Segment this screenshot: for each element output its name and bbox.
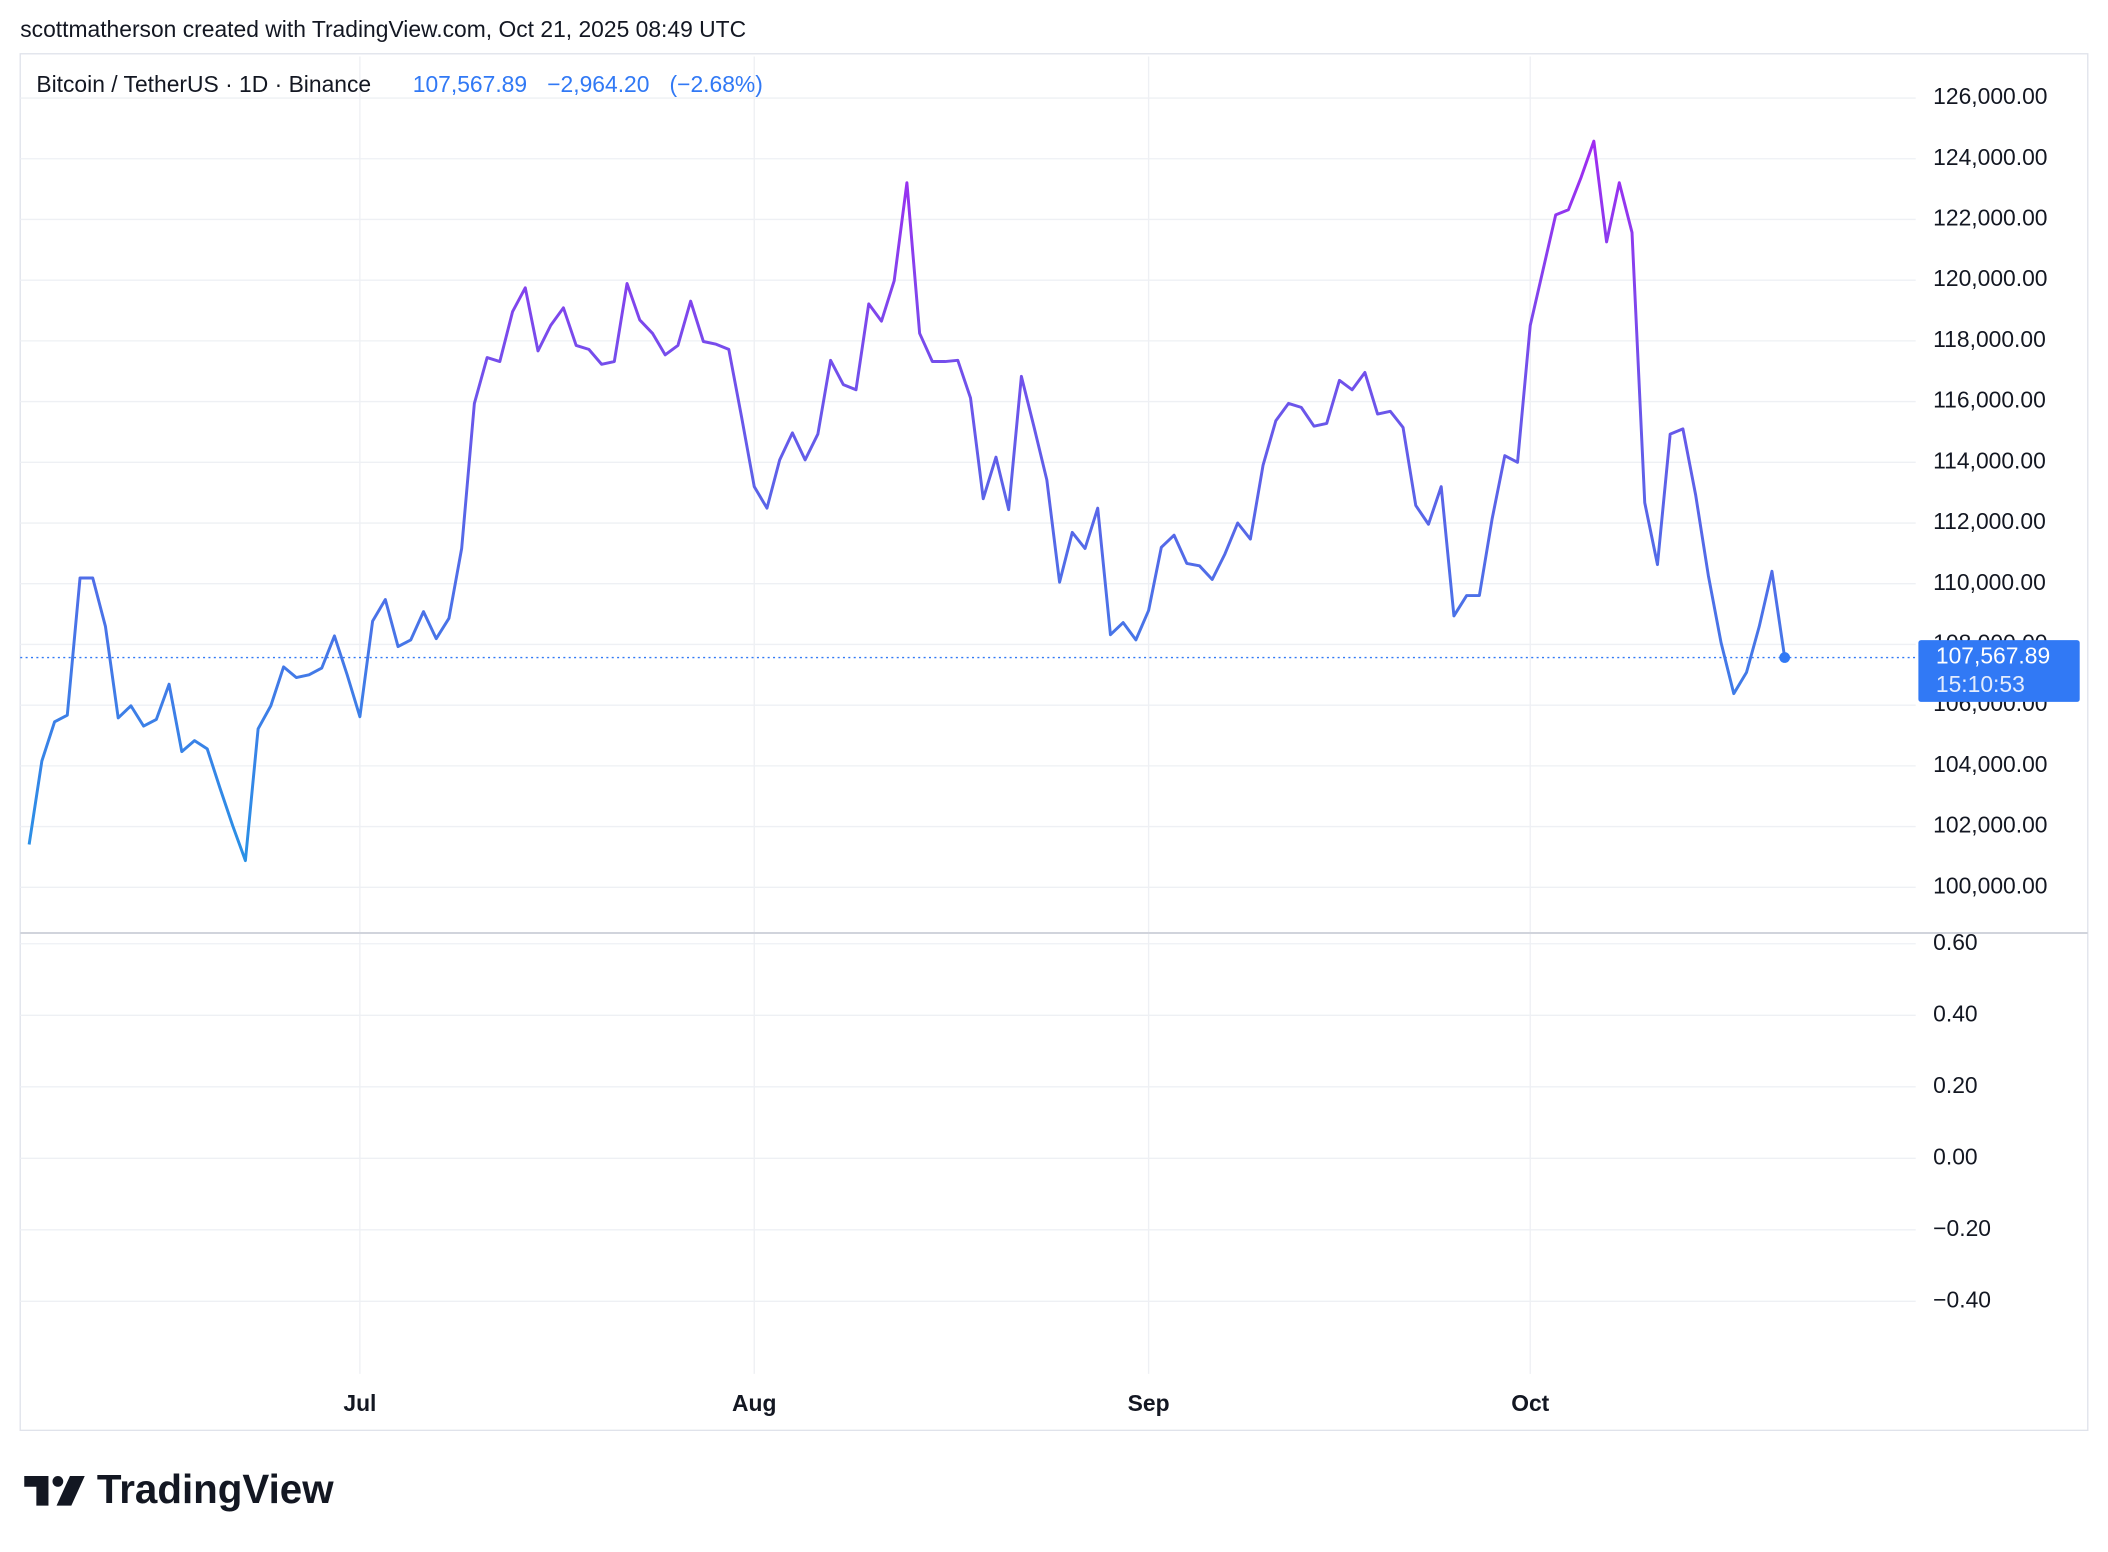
chart-frame	[19, 53, 2089, 1432]
x-tick-label: Oct	[1511, 1390, 1549, 1416]
y-tick-label: 120,000.00	[1933, 265, 2047, 291]
y-tick-label: 102,000.00	[1933, 812, 2047, 838]
change: −2,964.20	[547, 71, 649, 97]
x-tick-label: Jul	[343, 1390, 376, 1416]
y-tick-label: 126,000.00	[1933, 83, 2047, 109]
price-label-box	[1918, 640, 2080, 702]
y-tick-label: 110,000.00	[1933, 569, 2046, 595]
y-tick-label: 122,000.00	[1933, 204, 2047, 230]
attribution: scottmatherson created with TradingView.…	[20, 16, 746, 42]
logo: TradingView	[24, 1466, 334, 1512]
y-tick-label: 112,000.00	[1933, 508, 2046, 534]
logo-mark	[56, 1476, 85, 1506]
symbol: Bitcoin / TetherUS · 1D · Binance	[36, 71, 371, 97]
y-tick-label: 124,000.00	[1933, 144, 2047, 170]
y-tick-label: −0.20	[1933, 1215, 1991, 1241]
y-tick-label: 0.60	[1933, 929, 1977, 955]
logo-mark	[52, 1476, 64, 1487]
logo-text: TradingView	[97, 1466, 334, 1512]
last-price: 107,567.89	[413, 71, 527, 97]
x-tick-label: Sep	[1128, 1390, 1170, 1416]
y-tick-label: 0.40	[1933, 1000, 1977, 1026]
price-line	[27, 139, 1787, 863]
price-label: 107,567.89	[1936, 643, 2050, 669]
legend: Bitcoin / TetherUS · 1D · Binance 107,56…	[36, 71, 762, 97]
y-tick-label: 0.20	[1933, 1072, 1977, 1098]
grid-layer	[20, 56, 1916, 1374]
y-tick-label: 0.00	[1933, 1143, 1977, 1169]
change-percent: (−2.68%)	[670, 71, 763, 97]
logo-mark	[24, 1476, 49, 1506]
countdown: 15:10:53	[1936, 671, 2025, 697]
y-tick-label: 114,000.00	[1933, 447, 2046, 473]
y-tick-label: 116,000.00	[1933, 387, 2046, 413]
data-layer	[20, 139, 1916, 863]
y-tick-label: 118,000.00	[1933, 326, 2046, 352]
y-tick-label: 104,000.00	[1933, 751, 2047, 777]
y-tick-label: −0.40	[1933, 1286, 1991, 1312]
x-tick-label: Aug	[732, 1390, 776, 1416]
y-tick-label: 100,000.00	[1933, 872, 2047, 898]
